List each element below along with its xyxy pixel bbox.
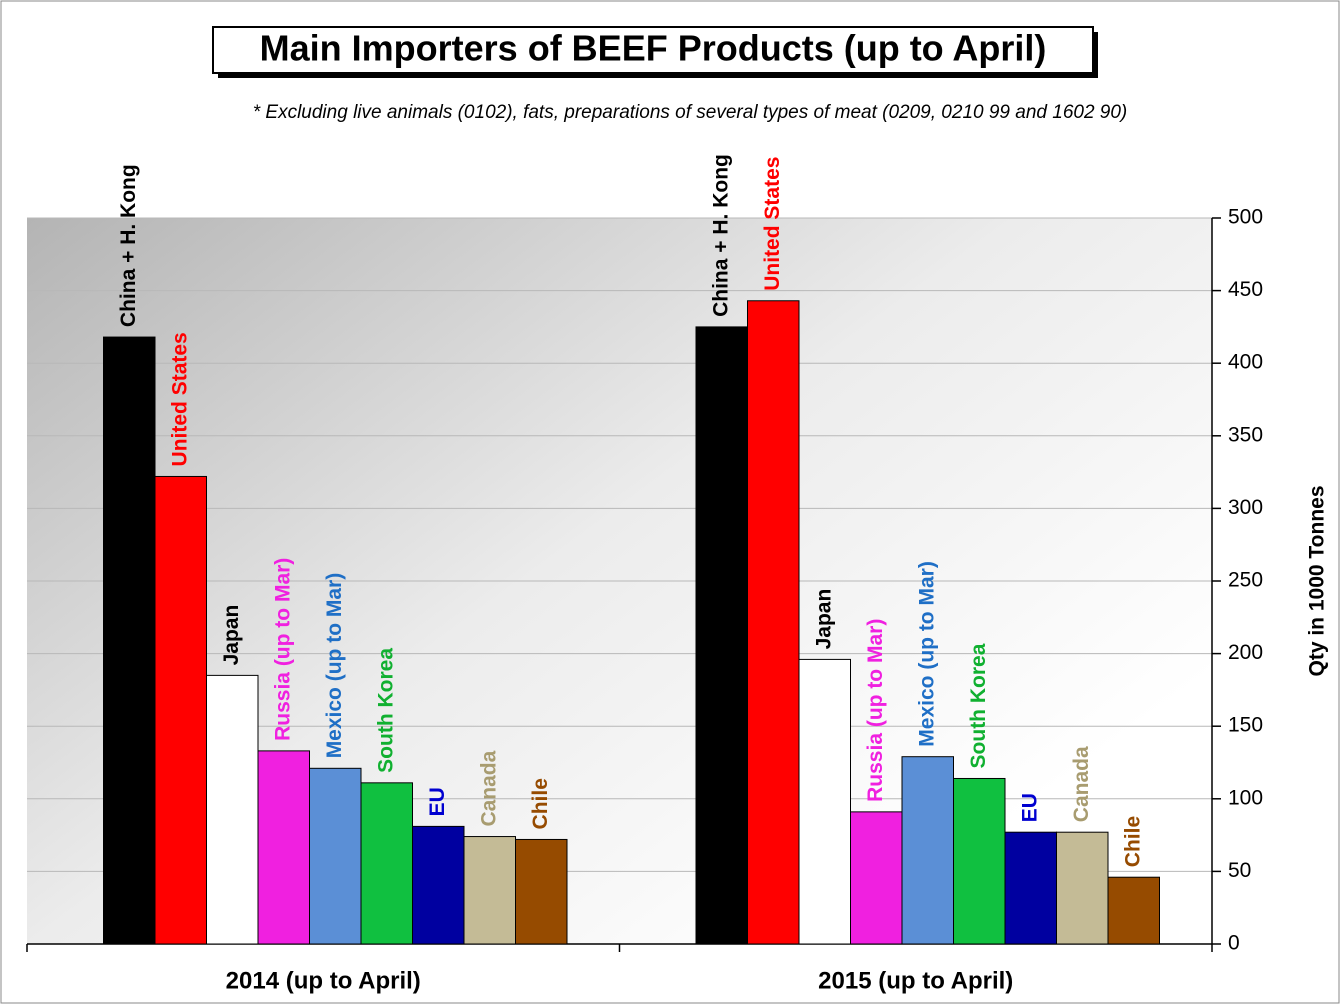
bar-label: Canada — [1070, 746, 1093, 822]
y-tick-label: 0 — [1228, 932, 1240, 955]
bar-label: China + H. Kong — [117, 164, 140, 327]
bar — [463, 836, 516, 945]
y-tick-label: 250 — [1228, 569, 1263, 592]
bar-label: EU — [1018, 793, 1041, 822]
bar-label: Russia (up to Mar) — [864, 619, 887, 802]
bar — [798, 658, 851, 945]
bar — [257, 750, 310, 945]
y-tick-label: 450 — [1228, 278, 1263, 301]
bar — [850, 811, 903, 945]
bar — [953, 777, 1006, 945]
x-tick-label: 2014 (up to April) — [226, 967, 421, 994]
bar-label: United States — [168, 332, 191, 466]
bar — [1107, 876, 1160, 945]
bar-label: Japan — [220, 605, 243, 666]
bar — [360, 782, 413, 945]
bar-label: Canada — [477, 750, 500, 826]
bar-label: EU — [426, 787, 449, 816]
y-tick-label: 200 — [1228, 641, 1263, 664]
bar-label: United States — [761, 157, 784, 291]
bar — [412, 825, 465, 945]
bar-label: South Korea — [374, 648, 397, 773]
bar-label: Mexico (up to Mar) — [323, 573, 346, 759]
bar-label: South Korea — [967, 643, 990, 768]
bar-label: Chile — [1121, 816, 1144, 867]
y-tick-label: 50 — [1228, 859, 1251, 882]
x-tick-label: 2015 (up to April) — [818, 967, 1013, 994]
bar-label: China + H. Kong — [709, 154, 732, 317]
bar — [309, 767, 362, 945]
y-tick-label: 350 — [1228, 423, 1263, 446]
y-axis-label: Qty in 1000 Tonnes — [1306, 486, 1329, 677]
bar-label: Japan — [812, 589, 835, 650]
bar — [695, 326, 748, 945]
bar — [747, 300, 800, 945]
bar — [1004, 831, 1057, 945]
chart-title: Main Importers of BEEF Products (up to A… — [260, 28, 1047, 69]
bar — [901, 756, 954, 945]
bar-label: Chile — [529, 778, 552, 829]
y-tick-label: 100 — [1228, 786, 1263, 809]
y-tick-label: 400 — [1228, 351, 1263, 374]
bar — [154, 475, 207, 945]
bar-label: Russia (up to Mar) — [271, 558, 294, 741]
bar — [206, 674, 259, 945]
bar — [515, 838, 568, 945]
subtitle: * Excluding live animals (0102), fats, p… — [253, 102, 1128, 123]
bar — [103, 336, 156, 945]
y-tick-label: 500 — [1228, 206, 1263, 229]
bar — [1056, 831, 1109, 945]
y-tick-label: 300 — [1228, 496, 1263, 519]
y-tick-label: 150 — [1228, 714, 1263, 737]
title-box — [212, 26, 1094, 74]
bar-label: Mexico (up to Mar) — [915, 561, 938, 747]
